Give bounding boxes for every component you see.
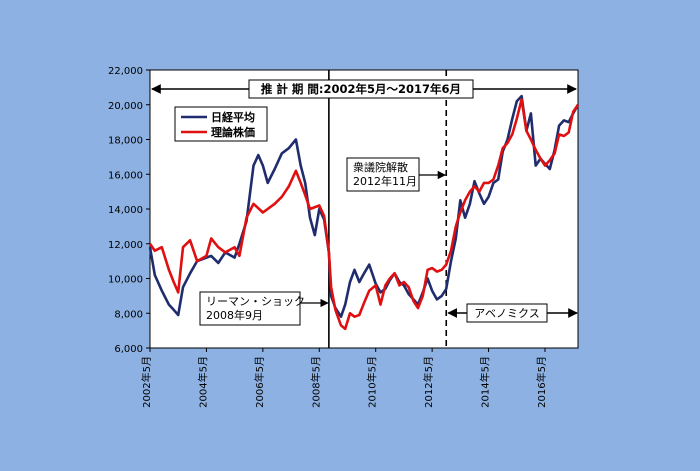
dissolution-label-box xyxy=(346,157,420,192)
x-tick-label: 2016年5月 xyxy=(535,356,548,408)
x-tick-label: 2010年5月 xyxy=(366,356,379,408)
x-tick-label: 2006年5月 xyxy=(253,356,266,408)
lehman-label-text: 2008年9月 xyxy=(206,308,263,322)
y-tick-label: 14,000 xyxy=(108,205,143,216)
y-tick-label: 20,000 xyxy=(108,101,143,112)
x-tick-label: 2014年5月 xyxy=(479,356,492,408)
lehman-label-box xyxy=(199,291,301,326)
x-tick-label: 2004年5月 xyxy=(196,356,209,408)
legend-box xyxy=(174,106,268,142)
y-tick-label: 18,000 xyxy=(108,136,143,147)
y-tick-label: 16,000 xyxy=(108,170,143,181)
y-tick-label: 22,000 xyxy=(108,66,143,77)
x-tick-label: 2008年5月 xyxy=(309,356,322,408)
dissolution-label-text: 2012年11月 xyxy=(353,174,417,188)
series-line-theory xyxy=(148,98,580,331)
legend-label: 理論株価 xyxy=(211,125,255,139)
legend-label: 日経平均 xyxy=(211,110,255,124)
title-box xyxy=(248,79,474,99)
y-tick-label: 10,000 xyxy=(108,275,143,286)
y-tick-label: 12,000 xyxy=(108,240,143,251)
chart-title: 推 計 期 間:2002年5月～2017年6月 xyxy=(261,82,461,96)
y-tick-label: 6,000 xyxy=(114,344,143,355)
lehman-label-text: リーマン・ショック xyxy=(206,295,305,308)
x-tick-label: 2002年5月 xyxy=(140,356,153,408)
y-tick-label: 8,000 xyxy=(114,309,143,320)
dissolution-label-text: 衆議院解散 xyxy=(353,160,408,174)
abenomics-label: アベノミクス xyxy=(474,307,539,320)
abenomics-label-box xyxy=(466,303,548,323)
x-tick-label: 2012年5月 xyxy=(422,356,435,408)
